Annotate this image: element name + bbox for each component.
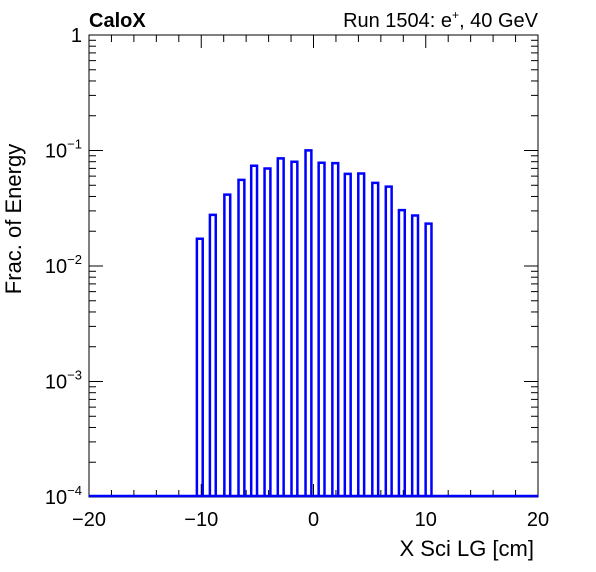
histogram-bar <box>304 149 313 496</box>
y-axis-title: Frac. of Energy <box>1 144 26 294</box>
axis-ticks <box>88 34 539 498</box>
y-tick-labels: 10−4 10−3 10−2 10−1 1 <box>45 25 82 509</box>
x-tick-label: −10 <box>184 509 218 531</box>
histogram-bar <box>410 214 420 496</box>
y-tick-label: 10−1 <box>45 137 82 163</box>
x-tick-labels: −20 −10 0 10 20 <box>72 509 549 531</box>
histogram-bars <box>195 149 433 496</box>
histogram-bar <box>317 161 326 496</box>
y-tick-label: 1 <box>71 25 82 47</box>
y-tick-label: 10−4 <box>45 483 82 509</box>
title-right-suffix: , 40 GeV <box>459 10 539 32</box>
plot-frame <box>88 34 539 498</box>
title-right-prefix: Run 1504: e <box>343 10 452 32</box>
histogram-bar <box>371 181 380 496</box>
histogram-bar <box>223 193 232 496</box>
y-tick-label: 10−2 <box>45 252 82 278</box>
histogram-bar <box>208 213 217 496</box>
histogram-bar <box>290 160 299 496</box>
x-tick-label: 0 <box>308 509 319 531</box>
histogram-bar <box>276 157 285 496</box>
x-tick-label: 20 <box>527 509 549 531</box>
histogram-bar <box>397 208 407 496</box>
chart-title-left: CaloX <box>89 10 146 32</box>
histogram-bar <box>263 167 272 496</box>
histogram-bar <box>343 172 352 496</box>
histogram-bar <box>331 161 340 496</box>
x-axis-title: X Sci LG [cm] <box>400 536 534 561</box>
chart-title-right: Run 1504: e+, 40 GeV <box>343 8 539 32</box>
title-right-sup: + <box>452 8 459 22</box>
histogram-bar <box>237 178 246 496</box>
x-tick-label: −20 <box>72 509 106 531</box>
histogram-bar <box>357 172 366 496</box>
histogram-bar <box>424 222 433 496</box>
y-tick-label: 10−3 <box>45 368 82 394</box>
histogram-bar <box>195 237 204 496</box>
x-tick-label: 10 <box>415 509 437 531</box>
histogram-bar <box>249 164 259 496</box>
histogram-bar <box>384 185 393 496</box>
